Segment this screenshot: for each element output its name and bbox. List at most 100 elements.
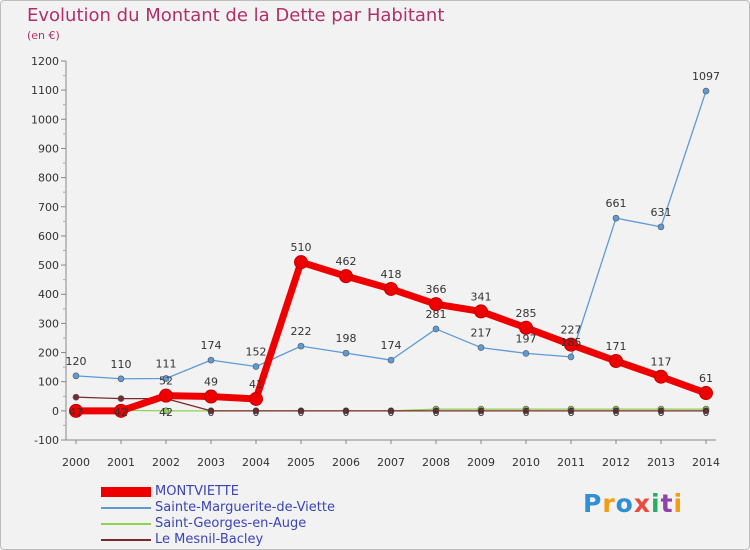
- data-label: 341: [471, 290, 492, 303]
- data-point: [567, 353, 575, 361]
- data-point: [117, 375, 125, 383]
- data-label: 117: [651, 356, 672, 369]
- y-tick-label: 700: [38, 201, 59, 214]
- data-point: [387, 407, 395, 415]
- data-label: 0: [343, 406, 350, 419]
- data-point: [522, 350, 530, 357]
- data-label: 366: [426, 283, 447, 296]
- data-label: 185: [561, 336, 582, 349]
- logo-letter: x: [633, 489, 651, 518]
- proxiti-logo: Proxiti: [583, 489, 683, 518]
- data-label: 6: [613, 406, 620, 419]
- x-tick-label: 2000: [62, 456, 90, 469]
- logo-letter: r: [602, 489, 616, 518]
- data-point: [432, 325, 440, 333]
- data-point: [702, 407, 710, 415]
- x-tick-label: 2012: [602, 456, 630, 469]
- data-label: 285: [516, 307, 537, 320]
- data-point: [477, 407, 485, 415]
- data-label: 61: [699, 372, 713, 385]
- data-point: [114, 403, 128, 418]
- data-point: [342, 349, 350, 357]
- data-point: [564, 337, 578, 352]
- logo-letter: i: [651, 489, 661, 518]
- data-label: 41: [249, 378, 263, 391]
- data-point: [387, 356, 395, 364]
- legend-label-sainte-marguerite: Sainte-Marguerite-de-Viette: [155, 500, 335, 515]
- data-label: 227: [561, 324, 582, 337]
- x-tick-label: 2002: [152, 456, 180, 469]
- x-tick-label: 2005: [287, 456, 315, 469]
- y-tick-label: 600: [38, 230, 59, 243]
- data-point: [162, 407, 170, 415]
- data-label: 152: [246, 346, 267, 359]
- data-point: [699, 386, 713, 401]
- x-tick-label: 2008: [422, 456, 450, 469]
- logo-letter: o: [615, 489, 634, 518]
- legend-swatch-le-mesnil: [101, 539, 151, 541]
- legend-label-montviette: MONTVIETTE: [155, 484, 239, 499]
- data-label: 110: [111, 358, 132, 371]
- x-tick-label: 2009: [467, 456, 495, 469]
- data-point: [567, 407, 575, 415]
- data-point: [207, 407, 215, 415]
- y-tick-label: 1100: [31, 84, 59, 97]
- data-label: 49: [204, 376, 218, 389]
- data-point: [522, 407, 530, 415]
- data-label: 6: [523, 406, 530, 419]
- data-point: [432, 407, 440, 415]
- y-tick-label: 400: [38, 288, 59, 301]
- data-point: [609, 353, 623, 368]
- data-point: [342, 407, 350, 415]
- data-point: [612, 407, 620, 415]
- series-line: [75, 90, 707, 380]
- data-point: [657, 407, 665, 415]
- data-point: [339, 269, 353, 284]
- data-point: [297, 407, 305, 415]
- data-point: [297, 342, 305, 350]
- data-point: [72, 393, 80, 401]
- data-point: [204, 389, 218, 404]
- data-label: 111: [156, 357, 177, 370]
- chart-title: Evolution du Montant de la Dette par Hab…: [27, 5, 445, 26]
- data-label: 6: [478, 406, 485, 419]
- legend-item-montviette: MONTVIETTE: [101, 484, 431, 500]
- x-tick-label: 2006: [332, 456, 360, 469]
- legend-swatch-sainte-marguerite: [101, 507, 151, 509]
- x-tick-label: 2007: [377, 456, 405, 469]
- y-tick-label: 900: [38, 142, 59, 155]
- data-label: 0: [298, 406, 305, 419]
- legend: MONTVIETTE Sainte-Marguerite-de-Viette S…: [101, 484, 431, 548]
- data-label: 120: [66, 355, 87, 368]
- legend-swatch-montviette: [101, 487, 151, 497]
- data-point: [72, 372, 80, 380]
- chart-subtitle: (en €): [27, 29, 60, 42]
- data-label: 174: [201, 339, 222, 352]
- data-point: [162, 375, 170, 382]
- y-tick-label: 100: [38, 376, 59, 389]
- data-point: [477, 344, 485, 351]
- data-point: [117, 395, 125, 402]
- data-label: 6: [658, 406, 665, 419]
- data-label: 47: [69, 406, 83, 419]
- data-label: 462: [336, 255, 357, 268]
- data-label: 661: [606, 197, 627, 210]
- data-label: 281: [426, 308, 447, 321]
- legend-item-saint-georges: Saint-Georges-en-Auge: [101, 516, 431, 532]
- data-label: 1097: [692, 70, 720, 83]
- legend-label-saint-georges: Saint-Georges-en-Auge: [155, 516, 307, 531]
- data-label: 510: [291, 241, 312, 254]
- data-label: 42: [159, 406, 173, 419]
- data-point: [654, 369, 668, 384]
- y-tick-label: -100: [34, 434, 59, 447]
- logo-letter: t: [660, 489, 674, 518]
- data-label: 198: [336, 332, 357, 345]
- data-label: 42: [114, 406, 128, 419]
- legend-swatch-saint-georges: [101, 523, 151, 525]
- legend-item-le-mesnil: Le Mesnil-Bacley: [101, 532, 431, 548]
- data-label: 418: [381, 268, 402, 281]
- data-label: 631: [651, 206, 672, 219]
- data-label: 174: [381, 339, 402, 352]
